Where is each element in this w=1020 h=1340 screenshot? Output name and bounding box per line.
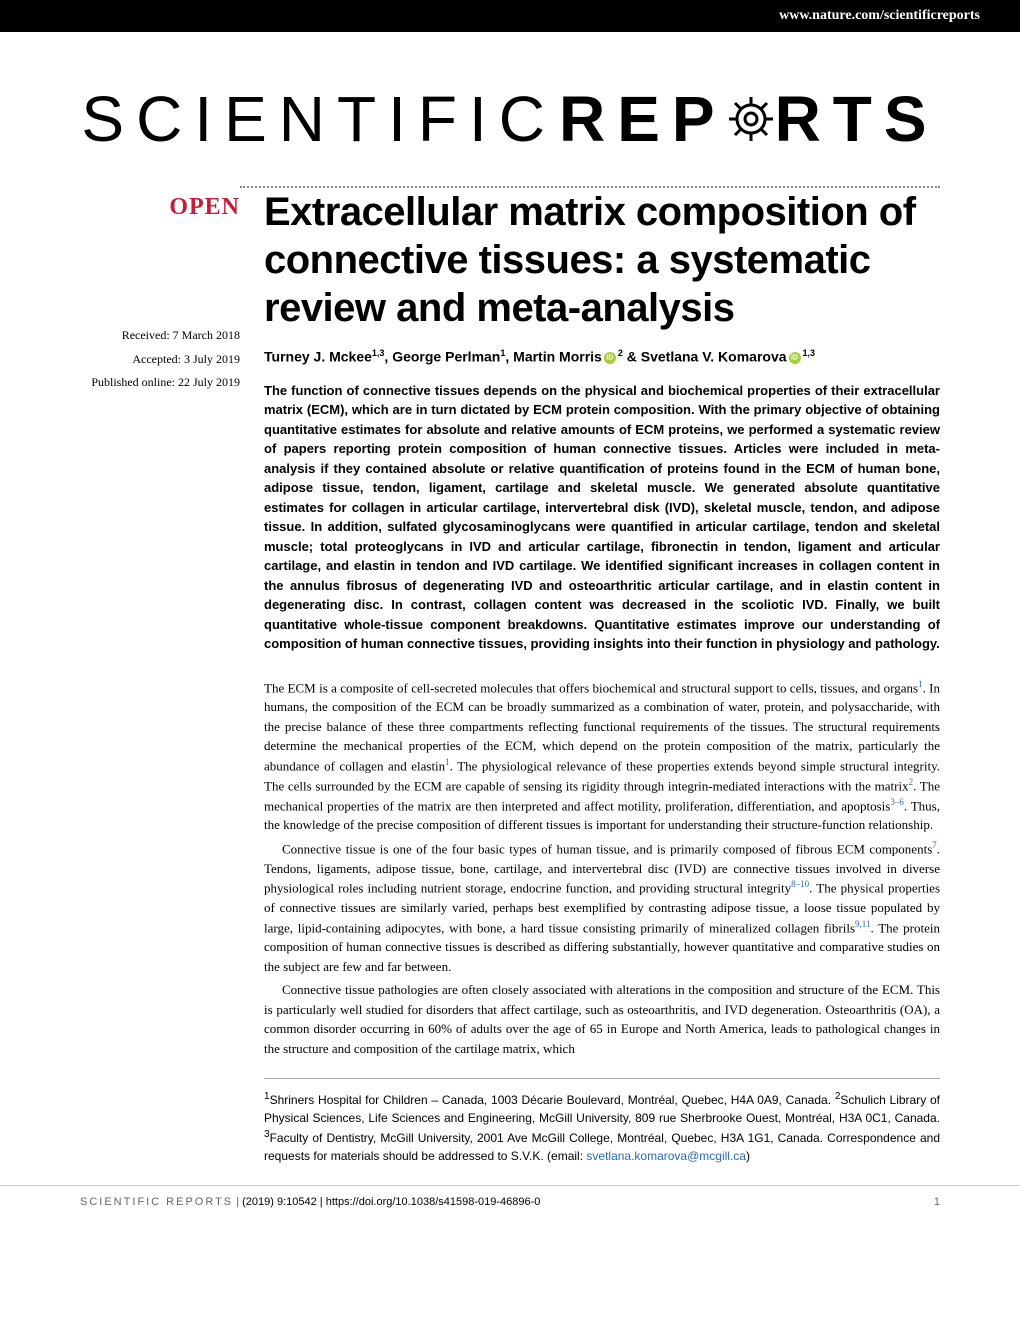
journal-url[interactable]: www.nature.com/scientificreports: [779, 8, 980, 24]
date-accepted: Accepted: 3 July 2019: [80, 350, 240, 369]
footer-journal: SCIENTIFIC REPORTS: [80, 1196, 233, 1208]
author-3-sup: 2: [618, 348, 623, 358]
ref-link[interactable]: 8–10: [791, 879, 809, 889]
body-paragraph-3: Connective tissue pathologies are often …: [264, 980, 940, 1058]
author-4: Svetlana V. Komarova: [641, 349, 787, 365]
author-2: George Perlman: [392, 349, 500, 365]
page-footer: SCIENTIFIC REPORTS | (2019) 9:10542 | ht…: [0, 1185, 1020, 1218]
orcid-icon[interactable]: [604, 352, 616, 364]
logo-part3: RTS: [775, 82, 939, 156]
page-number: 1: [934, 1196, 940, 1208]
abstract: The function of connective tissues depen…: [264, 381, 940, 654]
author-4-sup: 1,3: [803, 348, 816, 358]
article-content: OPEN Received: 7 March 2018 Accepted: 3 …: [0, 188, 1020, 1185]
logo-part2: REP: [559, 82, 727, 156]
date-received: Received: 7 March 2018: [80, 326, 240, 345]
date-published: Published online: 22 July 2019: [80, 373, 240, 392]
footer-doi: (2019) 9:10542 | https://doi.org/10.1038…: [242, 1196, 540, 1208]
correspondence-email[interactable]: svetlana.komarova@mcgill.ca: [586, 1149, 746, 1163]
author-2-sup: 1: [500, 348, 505, 358]
ref-link[interactable]: 9,11: [855, 919, 870, 929]
affiliations: 1Shriners Hospital for Children – Canada…: [264, 1078, 940, 1165]
gear-icon: [721, 89, 781, 149]
orcid-icon[interactable]: [789, 352, 801, 364]
footer-citation: SCIENTIFIC REPORTS | (2019) 9:10542 | ht…: [80, 1196, 540, 1208]
left-column: OPEN Received: 7 March 2018 Accepted: 3 …: [80, 188, 240, 1165]
open-access-badge: OPEN: [80, 188, 240, 226]
author-list: Turney J. Mckee1,3, George Perlman1, Mar…: [264, 348, 940, 365]
body-paragraph-2: Connective tissue is one of the four bas…: [264, 839, 940, 976]
body-paragraph-1: The ECM is a composite of cell-secreted …: [264, 678, 940, 835]
author-1-sup: 1,3: [372, 348, 385, 358]
top-banner: www.nature.com/scientificreports: [0, 0, 1020, 32]
right-column: Extracellular matrix composition of conn…: [264, 188, 940, 1165]
logo-part1: SCIENTIFIC: [81, 82, 557, 156]
author-3: Martin Morris: [513, 349, 602, 365]
author-1: Turney J. Mckee: [264, 349, 372, 365]
journal-logo: SCIENTIFIC REP RTS: [0, 82, 1020, 156]
body-text: The ECM is a composite of cell-secreted …: [264, 678, 940, 1059]
ref-link[interactable]: 3–6: [890, 797, 904, 807]
article-dates: Received: 7 March 2018 Accepted: 3 July …: [80, 326, 240, 392]
article-title: Extracellular matrix composition of conn…: [264, 188, 940, 332]
